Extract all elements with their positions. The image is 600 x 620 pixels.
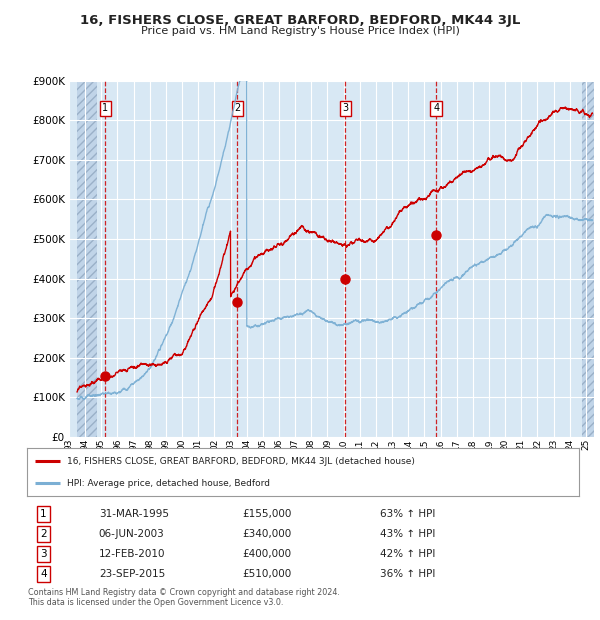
Text: £510,000: £510,000 xyxy=(242,569,292,579)
Text: 23-SEP-2015: 23-SEP-2015 xyxy=(99,569,165,579)
Text: 16, FISHERS CLOSE, GREAT BARFORD, BEDFORD, MK44 3JL (detached house): 16, FISHERS CLOSE, GREAT BARFORD, BEDFOR… xyxy=(67,457,415,466)
Text: £400,000: £400,000 xyxy=(242,549,292,559)
Text: 1: 1 xyxy=(102,104,109,113)
Text: 16, FISHERS CLOSE, GREAT BARFORD, BEDFORD, MK44 3JL: 16, FISHERS CLOSE, GREAT BARFORD, BEDFOR… xyxy=(80,14,520,27)
Text: 2: 2 xyxy=(40,529,47,539)
Text: 4: 4 xyxy=(433,104,439,113)
Text: 63% ↑ HPI: 63% ↑ HPI xyxy=(380,509,436,519)
Text: 4: 4 xyxy=(40,569,47,579)
Text: 12-FEB-2010: 12-FEB-2010 xyxy=(99,549,165,559)
Text: 1: 1 xyxy=(40,509,47,519)
Text: 36% ↑ HPI: 36% ↑ HPI xyxy=(380,569,436,579)
Text: 3: 3 xyxy=(40,549,47,559)
Text: Price paid vs. HM Land Registry's House Price Index (HPI): Price paid vs. HM Land Registry's House … xyxy=(140,26,460,36)
Text: 06-JUN-2003: 06-JUN-2003 xyxy=(99,529,164,539)
Text: 2: 2 xyxy=(235,104,241,113)
Text: 43% ↑ HPI: 43% ↑ HPI xyxy=(380,529,436,539)
Text: 3: 3 xyxy=(343,104,349,113)
Bar xyxy=(582,81,594,437)
Text: £155,000: £155,000 xyxy=(242,509,292,519)
Text: HPI: Average price, detached house, Bedford: HPI: Average price, detached house, Bedf… xyxy=(67,479,270,488)
Text: Contains HM Land Registry data © Crown copyright and database right 2024.
This d: Contains HM Land Registry data © Crown c… xyxy=(28,588,340,607)
Text: 42% ↑ HPI: 42% ↑ HPI xyxy=(380,549,436,559)
Text: 31-MAR-1995: 31-MAR-1995 xyxy=(99,509,169,519)
Bar xyxy=(77,81,97,437)
Text: £340,000: £340,000 xyxy=(242,529,292,539)
